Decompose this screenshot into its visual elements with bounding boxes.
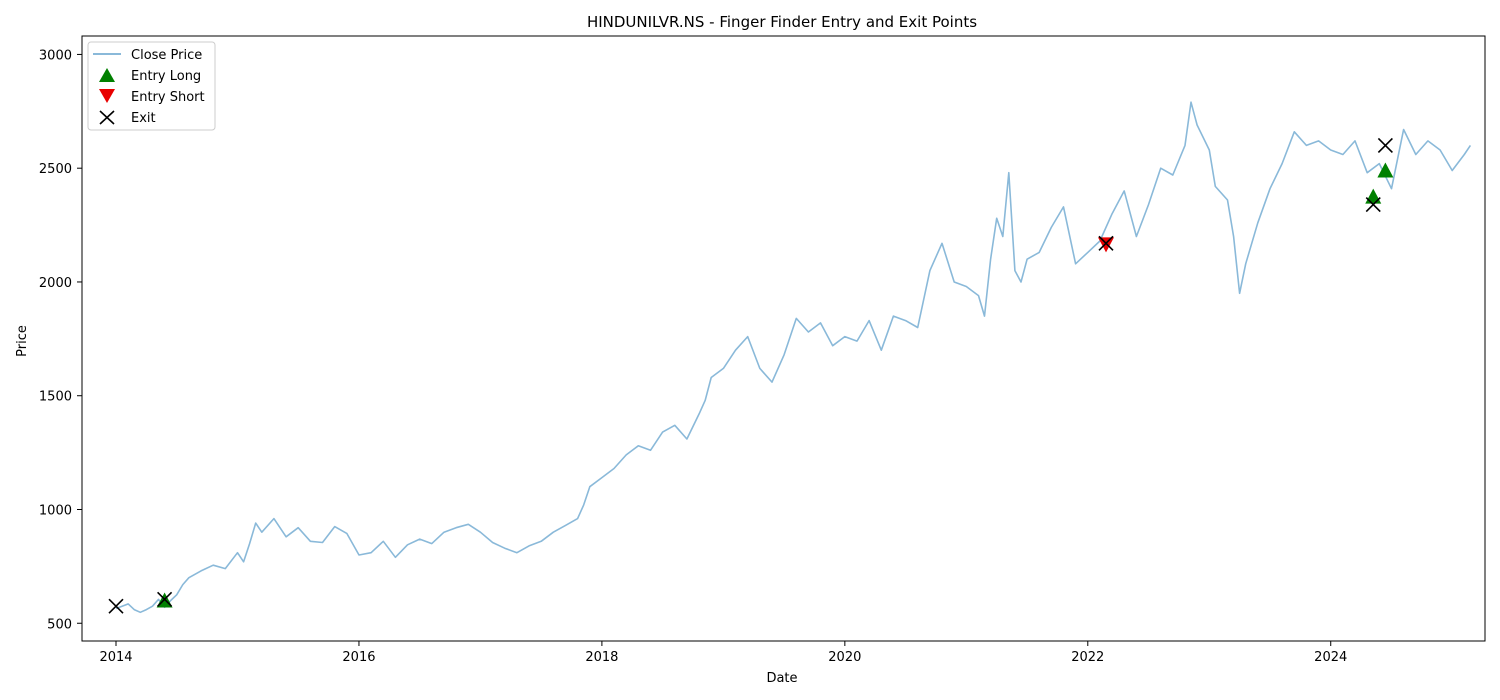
exit-marker xyxy=(1098,235,1114,251)
y-tick-label: 3000 xyxy=(39,48,72,63)
x-axis: 2014 2016 2018 2020 2022 2024 xyxy=(99,641,1347,665)
chart-title: HINDUNILVR.NS - Finger Finder Entry and … xyxy=(587,13,977,31)
legend-entry-long-swatch xyxy=(99,68,115,82)
entry-long-marker xyxy=(1365,188,1382,204)
legend-exit-swatch xyxy=(99,110,115,125)
close-price-layer xyxy=(115,101,1472,614)
x-tick-label: 2018 xyxy=(585,650,618,665)
y-tick-label: 1000 xyxy=(39,503,72,518)
y-axis-label: Price xyxy=(15,325,30,357)
y-tick-label: 1500 xyxy=(39,390,72,405)
entry-short-marker xyxy=(1098,237,1115,253)
exit-marker xyxy=(1365,197,1381,213)
x-tick-label: 2022 xyxy=(1071,650,1104,665)
legend-exit-label: Exit xyxy=(131,111,156,126)
y-axis: 500 1000 1500 2000 2500 3000 xyxy=(39,48,82,632)
exit-marker xyxy=(108,598,124,614)
y-tick-label: 2500 xyxy=(39,162,72,177)
plot-area xyxy=(81,35,1486,642)
exit-marker xyxy=(157,591,173,607)
plot-frame xyxy=(81,35,1486,642)
y-tick-label: 500 xyxy=(47,617,72,632)
x-tick-label: 2014 xyxy=(99,650,132,665)
marker-layer xyxy=(108,137,1394,614)
legend-close-price-label: Close Price xyxy=(131,48,202,63)
legend-entry-short-swatch xyxy=(99,89,115,103)
x-tick-label: 2024 xyxy=(1314,650,1347,665)
exit-marker xyxy=(1377,137,1393,154)
y-tick-label: 2000 xyxy=(39,276,72,291)
close-price-line xyxy=(115,101,1472,614)
legend-box xyxy=(87,41,216,131)
x-tick-label: 2016 xyxy=(342,650,375,665)
legend-entry-long-label: Entry Long xyxy=(131,69,201,84)
x-tick-label: 2020 xyxy=(828,650,861,665)
x-axis-label: Date xyxy=(766,671,797,686)
entry-long-marker xyxy=(1377,162,1394,178)
legend: Close Price Entry Long Entry Short Exit xyxy=(87,41,216,131)
legend-entry-short-label: Entry Short xyxy=(131,90,205,105)
